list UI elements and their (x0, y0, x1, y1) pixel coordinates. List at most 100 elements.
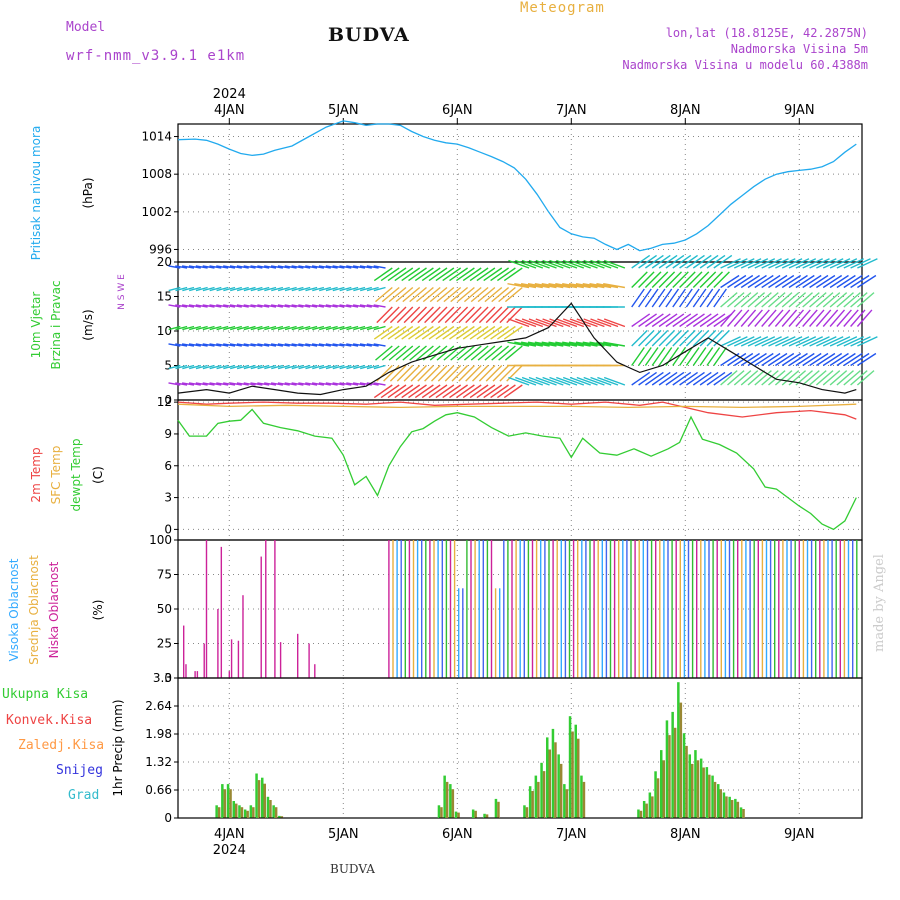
wind-arrow (857, 336, 878, 347)
wind-arrow (168, 304, 181, 308)
wind-arrow (747, 370, 766, 386)
wind-arrow (325, 364, 338, 370)
wind-arrow (394, 325, 414, 340)
wind-arrow (843, 274, 863, 289)
wind-arrow (346, 343, 359, 347)
wind-arrow (182, 286, 195, 292)
wind-arrow (631, 254, 651, 269)
wind-arrow (188, 343, 201, 347)
precip-frame (177, 677, 863, 819)
wind-arrow (380, 325, 400, 340)
wind-arrow (569, 318, 591, 328)
wind-arrow (754, 274, 774, 289)
wind-arrow (761, 274, 781, 289)
wind-arrow (857, 352, 877, 367)
wind-arrow (556, 318, 578, 328)
precip-bar-conv (531, 791, 534, 818)
wind-arrow (458, 306, 475, 324)
precip-bar-conv (725, 796, 728, 818)
wind-arrow (713, 371, 733, 386)
precip-bar-conv (708, 774, 711, 818)
wind-arrow (305, 265, 318, 269)
wind-arrow (352, 265, 366, 269)
wind-arrow (449, 325, 468, 340)
precip-bar-conv (252, 807, 255, 818)
wind-arrow (332, 343, 345, 347)
wind-arrow (442, 267, 462, 282)
wind-arrow (250, 286, 263, 292)
wind-arrow (346, 286, 359, 292)
precip-bar-total (728, 796, 731, 818)
wind-arrow (535, 318, 557, 328)
wind-arrow (366, 343, 379, 347)
wind-arrow (291, 304, 304, 308)
wind-arrow (388, 345, 407, 361)
wind-arrow (437, 365, 455, 382)
wind-arrows (168, 254, 878, 399)
wind-arrow (435, 384, 455, 399)
wind-arrow (699, 371, 719, 386)
wind-arrow (319, 364, 331, 370)
wind-arrow (325, 286, 338, 292)
wind-arrow (472, 365, 489, 382)
precip-bar-total (557, 754, 560, 818)
wind-arrow (216, 286, 229, 292)
wind-arrow (562, 318, 585, 328)
wind-arrow (754, 258, 776, 269)
wind-arrow (483, 325, 503, 340)
station-title: BUDVA (328, 24, 410, 46)
wind-arrow (375, 286, 393, 303)
wind-arrow (686, 254, 705, 269)
bottom-year-label: 2024 (213, 843, 246, 858)
precip-bar-total (739, 807, 743, 818)
wind-arrow (809, 352, 829, 367)
wind-arrow (469, 384, 489, 399)
precip-bar-total (255, 773, 258, 818)
wind-arrow (311, 304, 325, 308)
wind-arrow (644, 329, 662, 347)
wind-arrow (795, 292, 813, 308)
precip-bar-total (677, 682, 680, 818)
wind-arrow (472, 306, 489, 324)
cloud-ylabel-high: Visoka Oblacnost (7, 558, 21, 661)
pressure-panel: 996 1002 1008 1014 (141, 120, 863, 263)
wind-arrow (781, 292, 800, 308)
wind-arrow (408, 384, 427, 399)
precip-ytick-label: 1.98 (145, 727, 172, 741)
wind-arrow (672, 329, 689, 347)
wind-arrow (843, 336, 864, 347)
wind-arrow (312, 286, 325, 292)
wind-arrow (658, 288, 673, 308)
top-year-label: 2024 (213, 87, 246, 102)
wind-arrow (402, 286, 421, 303)
wind-arrow (291, 265, 304, 269)
wind-arrow (376, 306, 393, 324)
wind-arrow (672, 347, 686, 366)
wind-arrow (485, 365, 503, 382)
wind-arrow (223, 325, 236, 331)
wind-arrow (410, 365, 427, 382)
wind-arrow (527, 341, 550, 347)
precip-bar-total (568, 716, 572, 818)
wind-arrow (298, 364, 311, 370)
wind-arrow (339, 325, 352, 331)
wind-arrow (458, 365, 475, 382)
wind-arrow (417, 365, 434, 382)
wind-arrow (514, 341, 537, 347)
wind-arrow (740, 258, 762, 269)
temp-ytick-label: 12 (157, 395, 172, 409)
wind-arrow (850, 370, 868, 386)
wind-arrow (291, 382, 304, 386)
wind-arrow (424, 306, 441, 324)
precip-bar-conv (662, 760, 665, 818)
wind-arrow (706, 347, 721, 366)
wind-arrow (209, 364, 222, 370)
wind-arrow (822, 336, 844, 347)
wind-arrow (229, 382, 242, 386)
wind-arrow (603, 318, 626, 328)
wind-arrow (499, 365, 516, 382)
wind-arrow (761, 309, 777, 327)
wind-arrow (444, 365, 462, 382)
temp-line-2 (177, 408, 857, 531)
wind-arrow (589, 283, 612, 289)
